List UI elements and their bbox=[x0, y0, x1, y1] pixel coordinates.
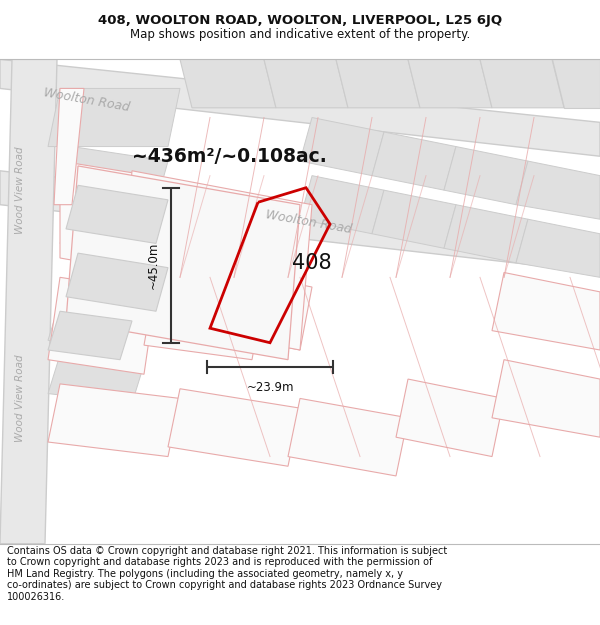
Polygon shape bbox=[48, 384, 180, 456]
Text: Wood View Road: Wood View Road bbox=[15, 146, 25, 234]
Polygon shape bbox=[66, 253, 168, 311]
Text: 408, WOOLTON ROAD, WOOLTON, LIVERPOOL, L25 6JQ: 408, WOOLTON ROAD, WOOLTON, LIVERPOOL, L… bbox=[98, 14, 502, 27]
Polygon shape bbox=[552, 59, 600, 108]
Polygon shape bbox=[48, 311, 132, 359]
Polygon shape bbox=[0, 59, 57, 544]
Polygon shape bbox=[48, 355, 144, 403]
Polygon shape bbox=[516, 219, 600, 278]
Polygon shape bbox=[66, 166, 300, 359]
Polygon shape bbox=[408, 59, 492, 108]
Polygon shape bbox=[264, 59, 348, 108]
Polygon shape bbox=[144, 278, 264, 359]
Text: ~436m²/~0.108ac.: ~436m²/~0.108ac. bbox=[132, 147, 327, 166]
Text: Wood View Road: Wood View Road bbox=[15, 354, 25, 442]
Polygon shape bbox=[60, 146, 168, 205]
Polygon shape bbox=[396, 379, 504, 456]
Polygon shape bbox=[444, 146, 528, 205]
Polygon shape bbox=[372, 190, 456, 248]
Text: ~23.9m: ~23.9m bbox=[246, 381, 294, 394]
Polygon shape bbox=[168, 389, 300, 466]
Polygon shape bbox=[48, 88, 180, 146]
Polygon shape bbox=[444, 205, 528, 262]
Polygon shape bbox=[372, 132, 456, 190]
Polygon shape bbox=[54, 88, 84, 205]
Polygon shape bbox=[252, 278, 312, 350]
Polygon shape bbox=[336, 59, 420, 108]
Polygon shape bbox=[480, 59, 564, 108]
Polygon shape bbox=[120, 171, 312, 350]
Text: Woolton Road: Woolton Road bbox=[42, 87, 130, 114]
Polygon shape bbox=[0, 171, 600, 272]
Polygon shape bbox=[180, 59, 276, 108]
Polygon shape bbox=[60, 205, 168, 258]
Polygon shape bbox=[300, 118, 384, 176]
Polygon shape bbox=[492, 272, 600, 350]
Text: ~45.0m: ~45.0m bbox=[147, 241, 160, 289]
Polygon shape bbox=[516, 161, 600, 219]
Text: Map shows position and indicative extent of the property.: Map shows position and indicative extent… bbox=[130, 28, 470, 41]
Text: 408: 408 bbox=[292, 253, 332, 272]
Polygon shape bbox=[48, 278, 156, 374]
Polygon shape bbox=[300, 176, 384, 234]
Polygon shape bbox=[66, 185, 168, 243]
Text: Woolton Road: Woolton Road bbox=[264, 208, 352, 236]
Polygon shape bbox=[288, 399, 408, 476]
Text: Contains OS data © Crown copyright and database right 2021. This information is : Contains OS data © Crown copyright and d… bbox=[7, 546, 448, 602]
Polygon shape bbox=[60, 161, 180, 278]
Polygon shape bbox=[492, 359, 600, 438]
Polygon shape bbox=[48, 301, 144, 350]
Polygon shape bbox=[0, 59, 600, 156]
